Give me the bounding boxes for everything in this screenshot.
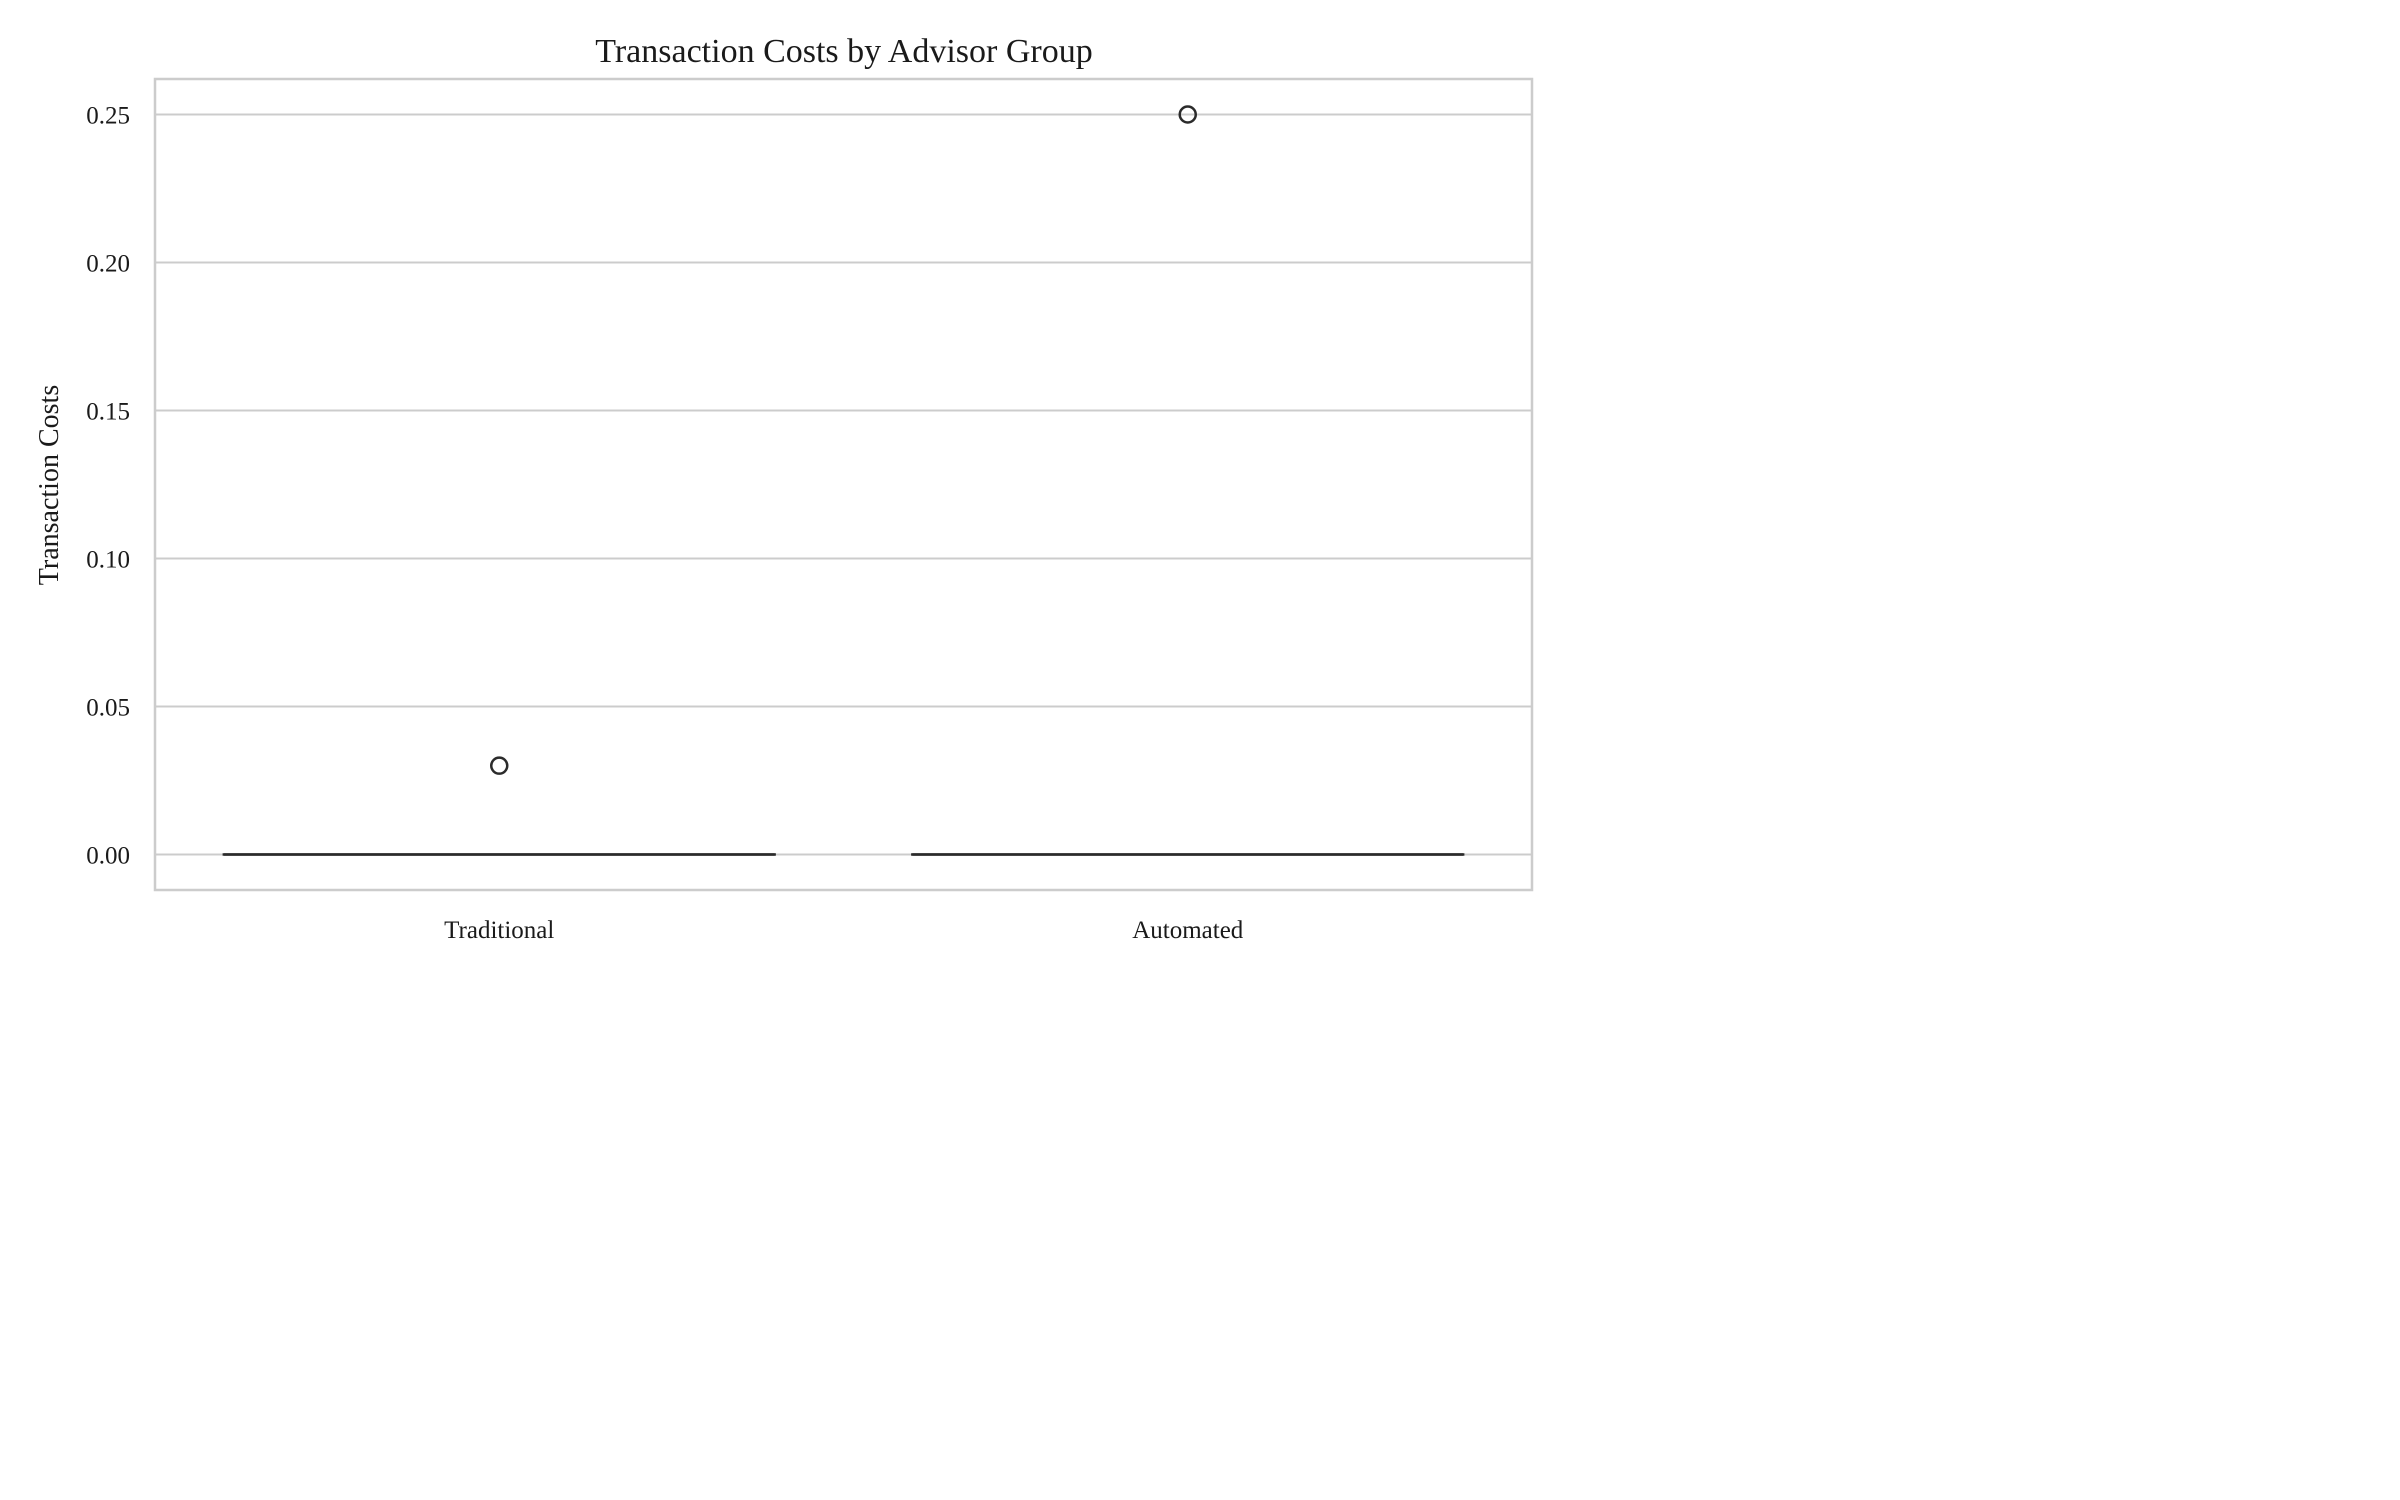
box-traditional	[222, 756, 776, 856]
gridlines	[155, 113, 1532, 856]
x-tick-label: Automated	[1132, 917, 1244, 944]
y-tick-label: 0.15	[86, 399, 130, 426]
y-tick-label: 0.20	[86, 251, 130, 278]
y-tick-label: 0.10	[86, 546, 130, 573]
boxes	[222, 105, 1465, 856]
outlier-point	[490, 756, 509, 775]
y-tick-label: 0.00	[86, 842, 130, 869]
box-plot-chart: Transaction Costs by Advisor Group Trans…	[34, 33, 1534, 944]
y-tick-label: 0.05	[86, 694, 130, 721]
x-tick-label: Traditional	[444, 917, 554, 944]
plot-frame	[153, 77, 1534, 892]
x-axis-ticks: Traditional Automated	[444, 917, 1244, 944]
chart-title: Transaction Costs by Advisor Group	[595, 33, 1092, 70]
box-automated	[911, 105, 1465, 856]
y-axis-ticks: 0.00 0.05 0.10 0.15 0.20 0.25	[86, 103, 130, 870]
y-tick-label: 0.25	[86, 103, 130, 130]
y-axis-label: Transaction Costs	[34, 385, 65, 585]
outlier-point	[1178, 105, 1197, 124]
